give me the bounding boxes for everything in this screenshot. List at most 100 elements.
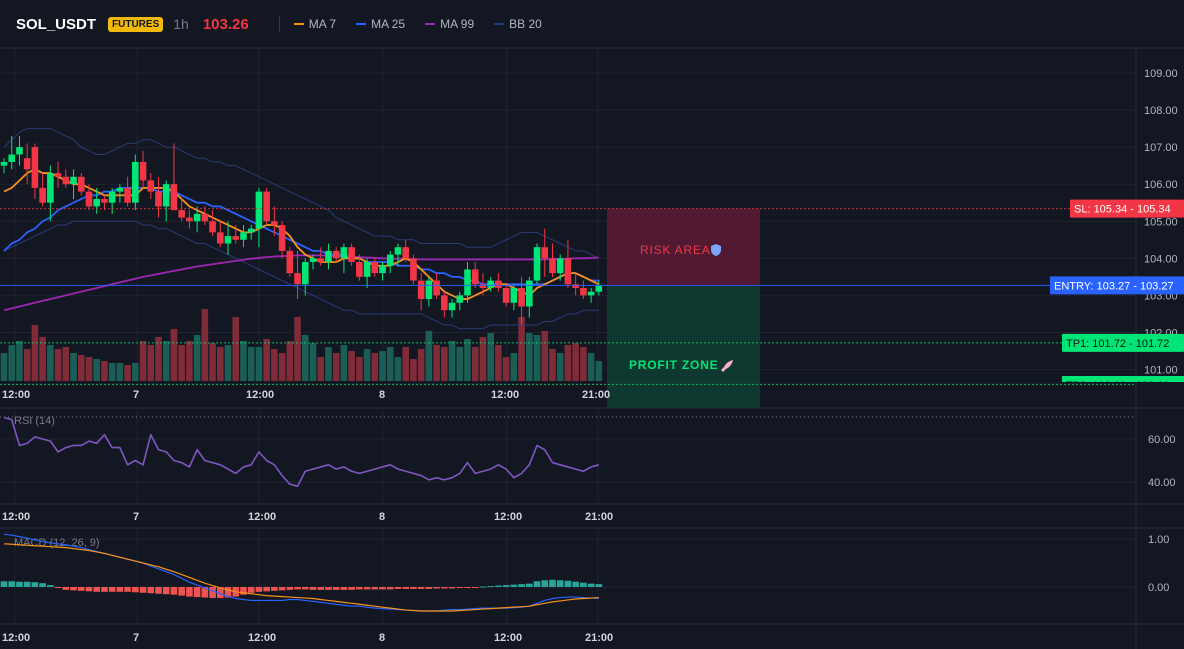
entry-tag-bg [1050, 276, 1184, 295]
macd-histogram-bar [240, 587, 247, 595]
price-axis-tick: 101.00 [1144, 365, 1178, 377]
volume-bar [340, 345, 348, 381]
candle-body [549, 258, 556, 274]
volume-bar [170, 329, 178, 381]
candle-body [479, 284, 487, 288]
macd-histogram-bar [386, 587, 394, 590]
candle-body [471, 269, 479, 285]
macd-histogram-bar [116, 587, 124, 592]
volume-bar [572, 343, 579, 381]
macd-histogram-bar [487, 586, 494, 588]
candle-body [533, 247, 541, 281]
volume-bar [240, 341, 247, 381]
volume-bar [85, 357, 93, 381]
macd-histogram-bar [170, 587, 178, 595]
candle-body [371, 262, 379, 274]
volume-bar [62, 347, 70, 381]
candle-body [70, 176, 77, 185]
macd-histogram-bar [471, 587, 479, 588]
macd-histogram-bar [23, 581, 31, 587]
candle-body [564, 258, 572, 285]
sl-tag-bg [1070, 199, 1184, 218]
bb-upper-line [3, 128, 600, 259]
candle-body [116, 187, 124, 192]
candle-body [8, 154, 16, 162]
tp2-tag-bg [1062, 376, 1184, 382]
candle-body [240, 232, 247, 240]
candle-body [209, 221, 216, 233]
candle-body [186, 217, 193, 222]
candle-body [487, 280, 494, 288]
volume-bar [39, 337, 46, 381]
macd-histogram-bar [162, 587, 170, 595]
time-axis-tick: 7 [133, 389, 139, 401]
legend-ma25[interactable]: MA 25 [356, 17, 405, 31]
legend-ma7[interactable]: MA 7 [293, 17, 336, 31]
time-axis-tick: 21:00 [585, 511, 613, 523]
macd-histogram-bar [533, 581, 541, 587]
volume-bar [356, 357, 363, 381]
candle-body [317, 258, 325, 263]
candle-body [193, 213, 201, 222]
candle-body [294, 273, 301, 285]
volume-bar [31, 325, 39, 381]
macd-histogram-bar [394, 587, 402, 589]
macd-histogram-bar [178, 587, 185, 596]
macd-histogram-bar [108, 587, 116, 592]
macd-histogram-bar [294, 587, 301, 590]
candle-body [502, 287, 510, 303]
volume-bar [595, 361, 603, 381]
ma25-line [3, 186, 599, 286]
candle-body [170, 184, 178, 211]
candle-body [410, 258, 417, 281]
macd-histogram-bar [271, 587, 278, 591]
volume-bar [271, 349, 278, 381]
macd-histogram-bar [186, 587, 193, 597]
candle-body [139, 161, 147, 181]
macd-histogram-bar [425, 587, 433, 589]
time-axis-tick: 7 [133, 632, 139, 644]
volume-bar [386, 347, 394, 381]
volume-bar [363, 349, 371, 381]
candle-body [23, 158, 31, 170]
time-axis-tick: 21:00 [582, 389, 610, 401]
candle-body [85, 191, 93, 207]
price-axis-tick: 108.00 [1144, 105, 1178, 117]
time-axis-tick: 12:00 [248, 511, 276, 523]
macd-histogram-bar [0, 581, 8, 587]
time-axis-tick: 12:00 [246, 389, 274, 401]
candle-body [47, 173, 54, 203]
macd-histogram-bar [340, 587, 348, 590]
volume-bar [417, 349, 425, 381]
candle-body [379, 265, 386, 274]
interval-label[interactable]: 1h [173, 16, 189, 32]
macd-histogram-bar [510, 584, 518, 587]
macd-histogram-bar [132, 587, 139, 593]
volume-bar [425, 331, 433, 381]
candle-body [77, 176, 85, 192]
volume-bar [155, 337, 162, 381]
macd-histogram-bar [93, 587, 100, 592]
macd-histogram-bar [456, 587, 464, 588]
legend-bb20[interactable]: BB 20 [494, 17, 542, 31]
candle-body [510, 287, 518, 303]
macd-histogram-bar [217, 587, 224, 599]
volume-bar [580, 347, 587, 381]
legend-ma99[interactable]: MA 99 [425, 17, 474, 31]
volume-bar [186, 341, 193, 381]
candle-body [572, 284, 579, 288]
volume-bar [93, 359, 100, 381]
symbol-name[interactable]: SOL_USDT [16, 15, 97, 33]
macd-histogram-bar [379, 587, 386, 590]
volume-bar [294, 317, 301, 381]
candle-body [124, 187, 131, 203]
macd-histogram-bar [317, 587, 325, 590]
macd-histogram-bar [526, 583, 533, 587]
volume-bar [147, 345, 155, 381]
volume-bar [348, 351, 355, 381]
rsi-title: RSI (14) [14, 415, 55, 427]
volume-bar [201, 309, 209, 381]
macd-histogram-bar [356, 587, 363, 590]
candle-body [0, 161, 8, 166]
